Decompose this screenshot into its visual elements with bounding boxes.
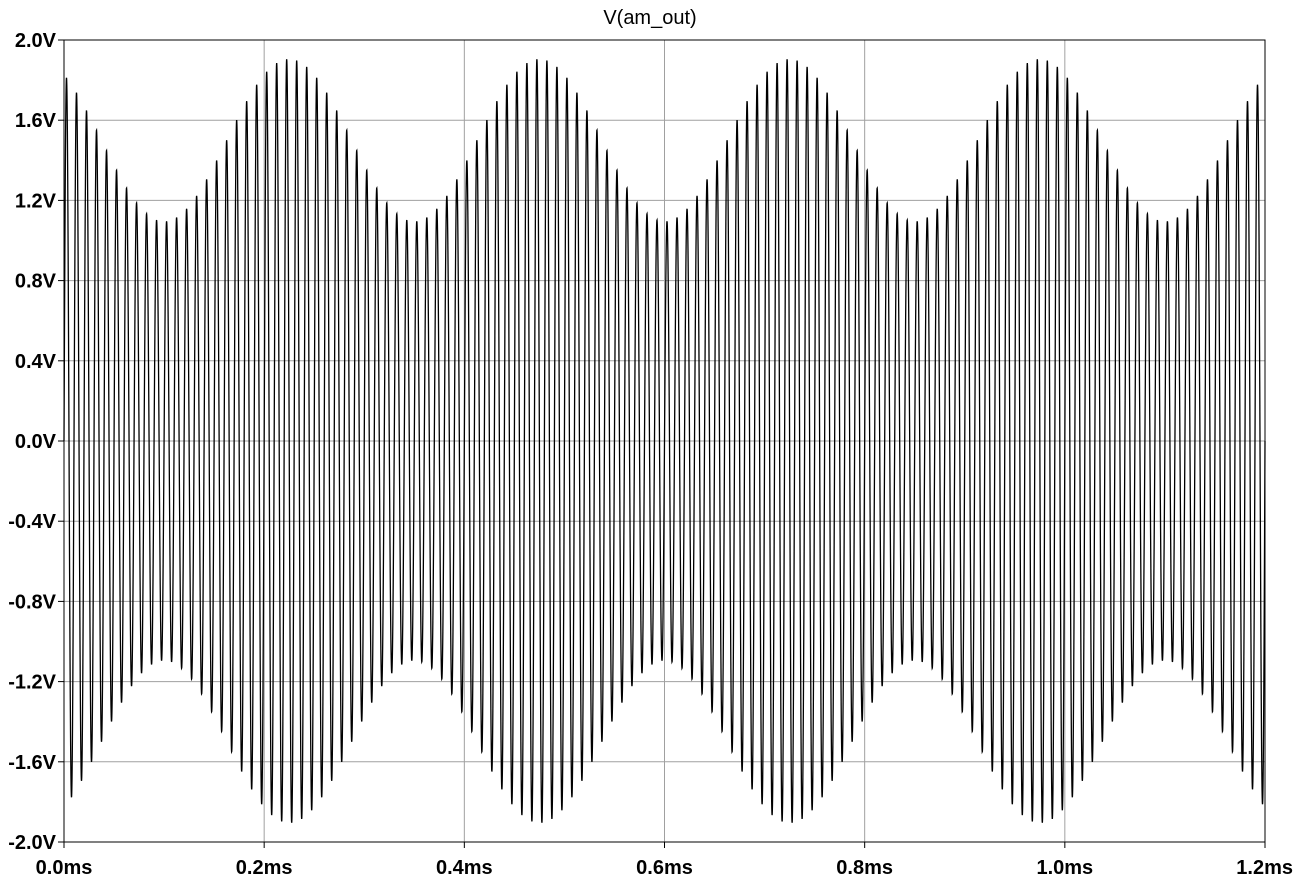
y-tick-label: 1.6V	[15, 110, 57, 132]
y-tick-label: -1.2V	[8, 672, 56, 694]
y-axis-tick-labels: 2.0V 1.6V 1.2V 0.8V 0.4V 0.0V -0.4V -0.8V -1.2V -…	[8, 30, 56, 854]
y-tick-label: 1.2V	[15, 190, 57, 212]
y-tick-label: 0.0V	[15, 431, 57, 453]
x-tick-label: 0.0ms	[36, 857, 93, 879]
y-tick-label: -1.6V	[8, 752, 56, 774]
chart-title: V(am_out)	[603, 7, 696, 29]
plot-area	[63, 59, 1266, 823]
x-tick-label: 0.2ms	[236, 857, 293, 879]
x-tick-label: 0.8ms	[836, 857, 893, 879]
x-tick-label: 0.6ms	[636, 857, 693, 879]
tick-marks	[58, 39, 1266, 848]
y-tick-label: -0.8V	[8, 591, 56, 613]
y-tick-label: 0.4V	[15, 351, 57, 373]
y-tick-label: 0.8V	[15, 271, 57, 293]
y-tick-label: 2.0V	[15, 30, 57, 52]
x-tick-label: 1.0ms	[1036, 857, 1093, 879]
plot-frame	[63, 39, 1266, 843]
x-tick-label: 1.2ms	[1236, 857, 1293, 879]
series-line	[63, 59, 1266, 823]
x-tick-label: 0.4ms	[436, 857, 493, 879]
y-tick-label: -2.0V	[8, 832, 56, 854]
y-tick-label: -0.4V	[8, 511, 56, 533]
x-axis-tick-labels: 0.0ms 0.2ms 0.4ms 0.6ms 0.8ms 1.0ms 1.2ms	[36, 857, 1293, 879]
